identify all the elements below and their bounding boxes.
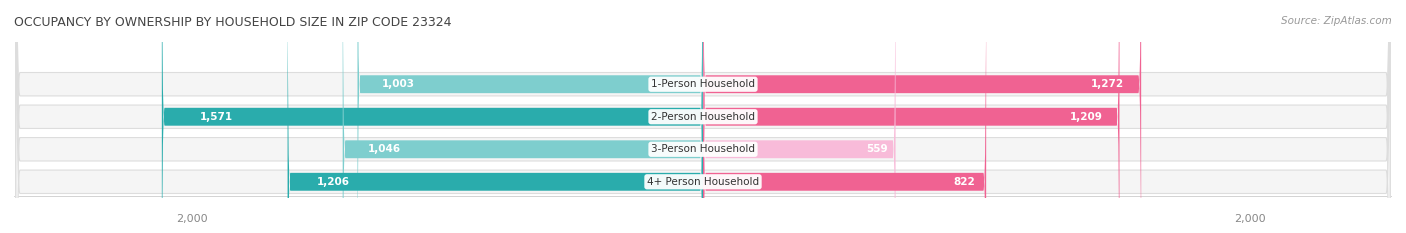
Text: 1,571: 1,571 <box>200 112 233 122</box>
Text: 1-Person Household: 1-Person Household <box>651 79 755 89</box>
FancyBboxPatch shape <box>15 0 1391 233</box>
Text: 4+ Person Household: 4+ Person Household <box>647 177 759 187</box>
FancyBboxPatch shape <box>15 0 1391 233</box>
FancyBboxPatch shape <box>15 0 1391 233</box>
Text: 2-Person Household: 2-Person Household <box>651 112 755 122</box>
Text: 1,003: 1,003 <box>381 79 415 89</box>
Text: 559: 559 <box>866 144 887 154</box>
FancyBboxPatch shape <box>288 0 703 233</box>
Text: 1,209: 1,209 <box>1070 112 1102 122</box>
Text: 3-Person Household: 3-Person Household <box>651 144 755 154</box>
FancyBboxPatch shape <box>703 0 896 233</box>
Text: 2,000: 2,000 <box>176 214 207 224</box>
FancyBboxPatch shape <box>357 0 703 233</box>
Text: 2,000: 2,000 <box>1234 214 1265 224</box>
Text: 822: 822 <box>953 177 974 187</box>
FancyBboxPatch shape <box>162 0 703 233</box>
Text: 1,272: 1,272 <box>1091 79 1123 89</box>
Text: 1,206: 1,206 <box>316 177 350 187</box>
FancyBboxPatch shape <box>703 0 1142 233</box>
FancyBboxPatch shape <box>703 0 986 233</box>
Text: Source: ZipAtlas.com: Source: ZipAtlas.com <box>1281 16 1392 26</box>
FancyBboxPatch shape <box>15 0 1391 233</box>
FancyBboxPatch shape <box>703 0 1119 233</box>
FancyBboxPatch shape <box>343 0 703 233</box>
Text: 1,046: 1,046 <box>368 144 401 154</box>
Text: OCCUPANCY BY OWNERSHIP BY HOUSEHOLD SIZE IN ZIP CODE 23324: OCCUPANCY BY OWNERSHIP BY HOUSEHOLD SIZE… <box>14 16 451 29</box>
